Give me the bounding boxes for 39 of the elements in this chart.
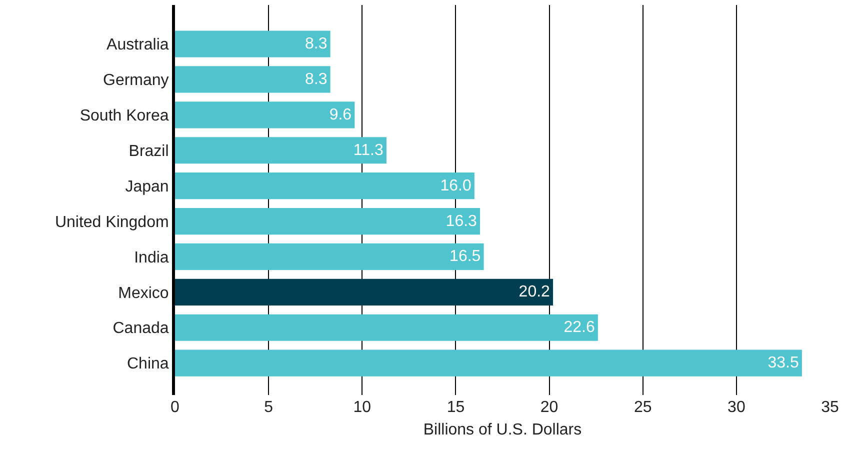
y-tick-label: Brazil: [128, 142, 169, 160]
bar: [175, 350, 802, 376]
y-tick-label: South Korea: [80, 108, 169, 125]
y-tick-label: China: [126, 356, 169, 373]
y-tick-label: Germany: [103, 72, 169, 90]
data-label: 16.0: [440, 177, 472, 194]
x-tick-label: 5: [264, 399, 274, 416]
data-label: 22.6: [564, 319, 595, 336]
x-tick-label: 0: [170, 399, 180, 416]
y-tick-label: United Kingdom: [54, 214, 169, 231]
y-tick-label: Mexico: [118, 284, 169, 302]
x-tick-label: 30: [728, 399, 746, 416]
x-tick-label: 15: [446, 399, 465, 416]
bar: [175, 102, 355, 128]
data-label: 16.5: [450, 248, 481, 266]
y-tick-label: Canada: [112, 320, 169, 338]
x-tick-label: 10: [353, 399, 372, 416]
bar: [175, 314, 598, 341]
data-label: 9.6: [329, 106, 352, 124]
bar: [175, 208, 480, 235]
bar: [175, 172, 474, 200]
x-tick-label: 25: [634, 399, 652, 416]
data-label: 16.3: [446, 212, 478, 230]
data-label: 8.3: [304, 70, 328, 88]
bar: [175, 278, 554, 306]
y-tick-label: Australia: [106, 36, 169, 54]
data-label: 11.3: [353, 142, 384, 159]
bar: [175, 137, 386, 164]
y-tick-label: Japan: [125, 178, 169, 196]
bar: [175, 30, 330, 58]
data-label: 20.2: [518, 284, 550, 301]
bar: [175, 66, 330, 93]
data-label: 8.3: [304, 36, 328, 52]
data-label: 33.5: [768, 354, 799, 372]
x-axis-title: Billions of U.S. Dollars: [423, 422, 582, 439]
x-tick-label: 20: [540, 399, 558, 416]
bar: [175, 243, 484, 270]
x-tick-label: 35: [821, 399, 839, 416]
y-tick-label: India: [134, 249, 169, 266]
